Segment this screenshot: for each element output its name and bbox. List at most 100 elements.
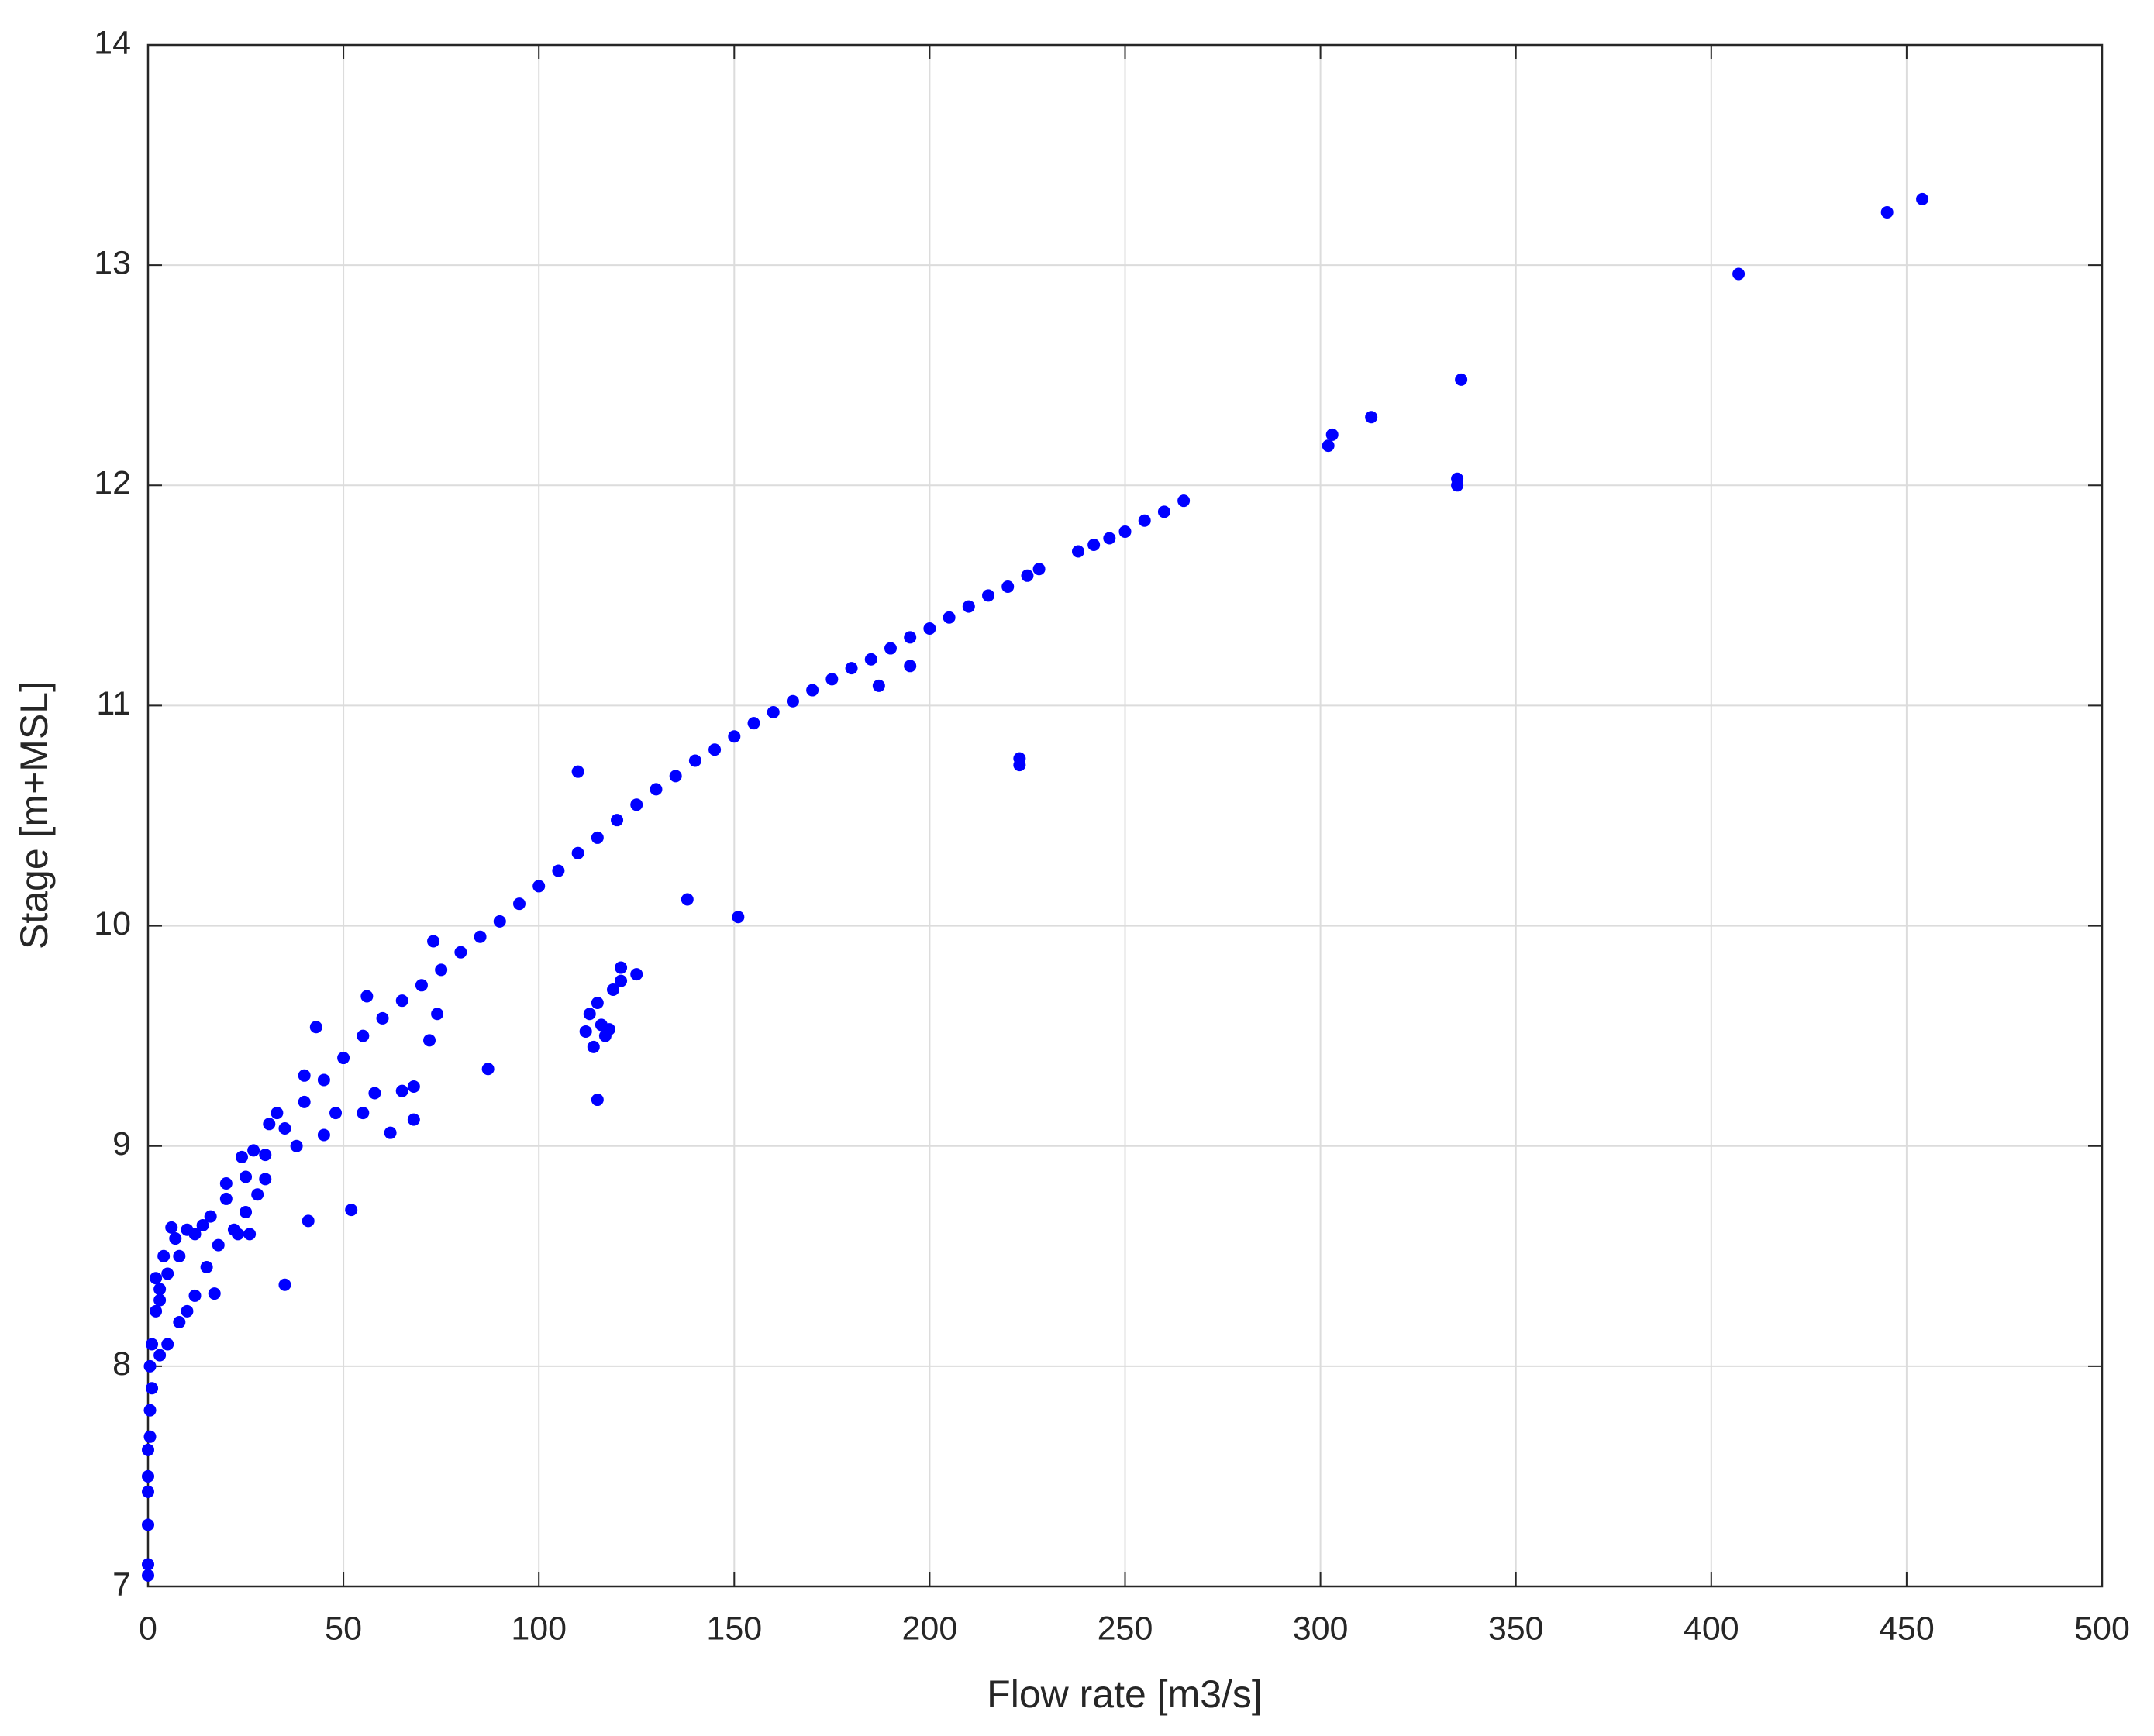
point xyxy=(231,1228,244,1241)
point xyxy=(357,1029,370,1042)
point xyxy=(615,974,628,987)
point xyxy=(360,990,374,1003)
point xyxy=(615,961,628,974)
point xyxy=(611,814,624,827)
point xyxy=(1013,752,1026,765)
point xyxy=(1001,580,1015,593)
point xyxy=(650,783,663,796)
point xyxy=(298,1095,311,1108)
point xyxy=(157,1249,171,1262)
point xyxy=(427,935,440,948)
point xyxy=(747,717,760,730)
point xyxy=(579,1025,592,1038)
y-tick-label: 13 xyxy=(94,245,131,282)
point xyxy=(337,1052,350,1065)
point xyxy=(415,979,428,992)
point xyxy=(357,1107,370,1120)
point xyxy=(368,1087,381,1100)
point xyxy=(602,1023,615,1036)
point xyxy=(263,1118,276,1131)
point xyxy=(150,1272,163,1285)
point xyxy=(872,679,885,692)
x-tick-label: 250 xyxy=(1098,1610,1153,1647)
point xyxy=(1451,472,1464,485)
point xyxy=(259,1173,272,1186)
point xyxy=(669,770,682,783)
point xyxy=(423,1034,436,1047)
point xyxy=(309,1021,322,1034)
point xyxy=(142,1518,154,1531)
x-tick-label: 450 xyxy=(1879,1610,1935,1647)
point xyxy=(259,1149,272,1162)
point xyxy=(208,1287,221,1300)
point xyxy=(200,1260,213,1273)
point xyxy=(142,1558,154,1571)
point xyxy=(146,1338,159,1351)
point xyxy=(1880,205,1894,219)
x-tick-label: 0 xyxy=(139,1610,157,1647)
point xyxy=(512,897,526,911)
point xyxy=(181,1304,194,1318)
point xyxy=(1455,373,1468,386)
point xyxy=(317,1073,330,1087)
point xyxy=(454,946,467,959)
point xyxy=(1325,428,1339,441)
point xyxy=(251,1188,264,1201)
point xyxy=(278,1121,291,1135)
point xyxy=(153,1293,167,1307)
point xyxy=(904,660,917,673)
point xyxy=(290,1139,303,1152)
point xyxy=(142,1469,154,1483)
y-axis-label: Stage [m+MSL] xyxy=(12,681,56,949)
point xyxy=(786,694,799,708)
point xyxy=(317,1128,330,1142)
point xyxy=(143,1430,157,1443)
x-tick-label: 150 xyxy=(706,1610,762,1647)
point xyxy=(923,622,936,635)
point xyxy=(219,1192,233,1205)
point xyxy=(435,963,448,976)
point xyxy=(165,1221,178,1234)
point xyxy=(571,846,584,859)
point xyxy=(1071,545,1084,558)
point xyxy=(1021,569,1034,582)
point xyxy=(204,1210,217,1223)
point xyxy=(329,1107,343,1120)
point xyxy=(150,1304,163,1318)
point xyxy=(732,911,745,924)
point xyxy=(481,1063,495,1076)
y-tick-label: 11 xyxy=(96,685,131,722)
y-tick-label: 8 xyxy=(112,1345,131,1383)
point xyxy=(904,631,917,644)
point xyxy=(583,1008,596,1021)
point xyxy=(532,880,546,893)
point xyxy=(173,1316,186,1329)
point xyxy=(240,1170,253,1183)
point xyxy=(236,1150,249,1163)
point xyxy=(1732,267,1746,281)
point xyxy=(1138,514,1151,527)
point xyxy=(982,589,995,602)
point xyxy=(1118,525,1132,538)
point xyxy=(1103,532,1116,545)
point xyxy=(240,1205,253,1218)
point xyxy=(806,684,819,697)
point xyxy=(169,1232,182,1245)
point xyxy=(825,673,839,686)
point xyxy=(395,1084,408,1097)
point xyxy=(606,983,619,996)
y-tick-label: 7 xyxy=(112,1566,131,1603)
point xyxy=(271,1107,284,1120)
point xyxy=(708,743,722,756)
point xyxy=(845,662,858,675)
x-tick-label: 100 xyxy=(511,1610,567,1647)
point xyxy=(161,1338,174,1351)
point xyxy=(728,730,741,743)
point xyxy=(188,1289,202,1302)
x-tick-label: 400 xyxy=(1684,1610,1739,1647)
x-tick-label: 300 xyxy=(1293,1610,1349,1647)
point xyxy=(212,1238,225,1252)
point xyxy=(962,600,975,613)
point xyxy=(864,653,877,666)
x-tick-label: 200 xyxy=(902,1610,958,1647)
